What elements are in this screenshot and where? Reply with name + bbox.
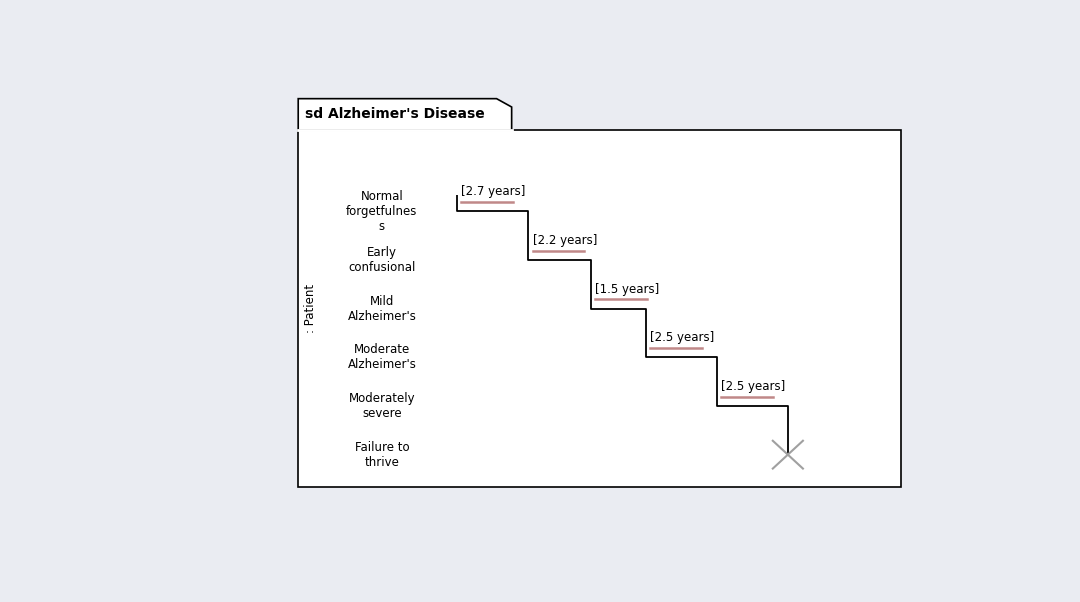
Text: [2.2 years]: [2.2 years]	[532, 234, 597, 247]
Text: [2.5 years]: [2.5 years]	[721, 380, 785, 393]
FancyBboxPatch shape	[298, 130, 901, 487]
Text: Early
confusional: Early confusional	[348, 246, 416, 274]
Text: [2.5 years]: [2.5 years]	[650, 331, 714, 344]
Text: [1.5 years]: [1.5 years]	[595, 283, 660, 296]
Text: Moderate
Alzheimer's: Moderate Alzheimer's	[348, 343, 417, 371]
Text: Mild
Alzheimer's: Mild Alzheimer's	[348, 294, 417, 323]
Polygon shape	[298, 99, 512, 130]
Text: Moderately
severe: Moderately severe	[349, 392, 415, 420]
Text: : Patient: : Patient	[305, 284, 318, 334]
Text: [2.7 years]: [2.7 years]	[461, 185, 526, 198]
Text: Failure to
thrive: Failure to thrive	[354, 441, 409, 469]
Text: Normal
forgetfulnes
s: Normal forgetfulnes s	[347, 190, 418, 233]
Text: sd Alzheimer's Disease: sd Alzheimer's Disease	[305, 107, 485, 122]
